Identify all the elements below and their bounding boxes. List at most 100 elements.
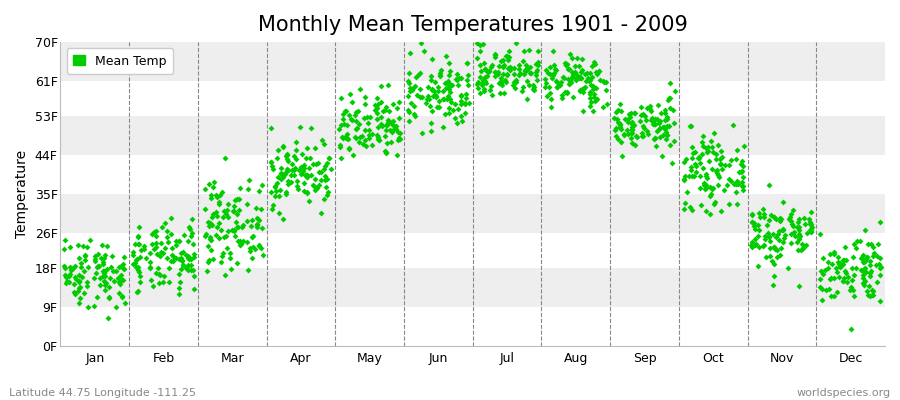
Point — [67, 288, 81, 295]
Point — [280, 168, 294, 174]
Point — [731, 181, 745, 187]
Point — [519, 65, 534, 72]
Point — [201, 259, 215, 265]
Point — [143, 264, 157, 271]
Point — [757, 214, 771, 220]
Point — [660, 114, 674, 120]
Point — [500, 53, 515, 60]
Point — [419, 96, 434, 102]
Point — [574, 56, 589, 62]
Point — [648, 121, 662, 128]
Point — [176, 232, 191, 239]
Point — [79, 278, 94, 285]
Point — [732, 168, 746, 175]
Point — [769, 216, 783, 222]
Point — [652, 120, 666, 126]
Point — [310, 160, 325, 166]
Point — [76, 289, 91, 296]
Point — [104, 264, 118, 270]
Point — [792, 283, 806, 289]
Point — [822, 285, 836, 292]
Point — [545, 75, 560, 82]
Point — [216, 208, 230, 214]
Point — [133, 272, 148, 279]
Point — [846, 254, 860, 260]
Point — [293, 170, 308, 177]
Point — [312, 168, 327, 175]
Point — [689, 163, 704, 169]
Point — [866, 244, 880, 251]
Point — [495, 64, 509, 70]
Point — [290, 178, 304, 185]
Point — [480, 73, 494, 80]
Point — [514, 88, 528, 94]
Point — [635, 123, 650, 129]
Point — [240, 218, 255, 225]
Point — [626, 140, 640, 147]
Point — [628, 110, 643, 116]
Point — [320, 188, 335, 195]
Point — [79, 244, 94, 250]
Point — [295, 168, 310, 174]
Point — [431, 84, 446, 90]
Point — [297, 188, 311, 194]
Point — [853, 266, 868, 273]
Point — [729, 180, 743, 187]
Point — [97, 273, 112, 280]
Point — [767, 261, 781, 267]
Point — [221, 228, 236, 234]
Point — [341, 145, 356, 151]
Point — [564, 79, 579, 86]
Point — [634, 104, 648, 110]
Point — [434, 67, 448, 74]
Point — [432, 72, 446, 78]
Point — [130, 289, 144, 296]
Point — [496, 57, 510, 63]
Point — [375, 107, 390, 114]
Point — [319, 162, 333, 169]
Point — [608, 115, 622, 122]
Point — [478, 66, 492, 72]
Point — [494, 75, 508, 81]
Point — [225, 227, 239, 233]
Point — [143, 276, 157, 283]
Point — [804, 226, 818, 232]
Point — [576, 88, 590, 95]
Point — [444, 99, 458, 105]
Point — [588, 98, 602, 104]
Point — [655, 152, 670, 159]
Point — [116, 265, 130, 271]
Point — [752, 214, 767, 220]
Point — [508, 78, 523, 85]
Point — [686, 150, 700, 156]
Point — [546, 72, 561, 78]
Point — [628, 132, 643, 139]
Point — [500, 71, 515, 78]
Point — [289, 138, 303, 145]
Point — [128, 260, 142, 266]
Point — [708, 151, 723, 157]
Point — [92, 263, 106, 270]
Point — [657, 124, 671, 130]
Point — [684, 163, 698, 170]
Point — [308, 145, 322, 152]
Point — [869, 279, 884, 285]
Point — [726, 122, 741, 128]
Point — [508, 85, 522, 92]
Point — [347, 134, 362, 140]
Point — [230, 196, 244, 202]
Point — [94, 242, 109, 248]
Point — [577, 84, 591, 91]
Point — [233, 238, 248, 244]
Point — [380, 122, 394, 128]
Point — [572, 74, 587, 81]
Point — [417, 48, 431, 54]
Point — [482, 68, 497, 74]
Point — [164, 258, 178, 264]
Point — [339, 135, 354, 141]
Point — [148, 244, 163, 250]
Point — [839, 257, 853, 264]
Point — [414, 40, 428, 46]
Point — [714, 148, 728, 154]
Point — [541, 70, 555, 76]
